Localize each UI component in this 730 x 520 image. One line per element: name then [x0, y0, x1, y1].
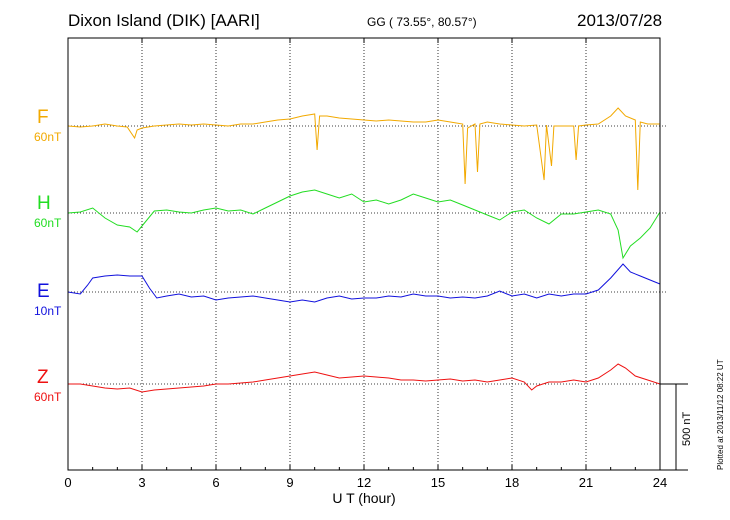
- channel-h-label: H: [37, 193, 51, 214]
- x-tick-label-15: 15: [431, 475, 445, 490]
- station-title: Dixon Island (DIK) [AARI]: [68, 11, 260, 30]
- channel-f-label: F: [37, 107, 49, 128]
- x-axis-label: U T (hour): [332, 490, 395, 506]
- channel-h-scale: 60nT: [34, 216, 62, 230]
- x-tick-label-21: 21: [579, 475, 593, 490]
- x-tick-label-24: 24: [653, 475, 667, 490]
- x-tick-label-18: 18: [505, 475, 519, 490]
- x-axis-ticks: 0 3 6 9 12 15 18 21 24: [64, 38, 667, 490]
- grid-lines: [68, 38, 668, 470]
- x-tick-label-9: 9: [286, 475, 293, 490]
- series-e-line: [67, 263, 661, 303]
- series-z-line: [68, 363, 661, 393]
- series-h-line: [67, 189, 661, 260]
- x-tick-label-12: 12: [357, 475, 371, 490]
- series-lines: [67, 107, 661, 393]
- series-f-line: [67, 107, 660, 191]
- date-label: 2013/07/28: [577, 11, 663, 30]
- plotted-timestamp: Plotted at 2013/11/12 08:22 UT: [716, 359, 725, 470]
- channel-z-scale: 60nT: [34, 390, 62, 404]
- x-tick-label-6: 6: [212, 475, 219, 490]
- scale-bar-label: 500 nT: [681, 411, 693, 446]
- x-tick-label-3: 3: [138, 475, 145, 490]
- channel-e-label: E: [37, 281, 50, 302]
- x-tick-label-0: 0: [64, 475, 71, 490]
- channel-f-scale: 60nT: [34, 130, 62, 144]
- channel-e-scale: 10nT: [34, 304, 62, 318]
- channel-z-label: Z: [37, 367, 49, 388]
- geographic-coordinates: GG ( 73.55°, 80.57°): [367, 15, 477, 29]
